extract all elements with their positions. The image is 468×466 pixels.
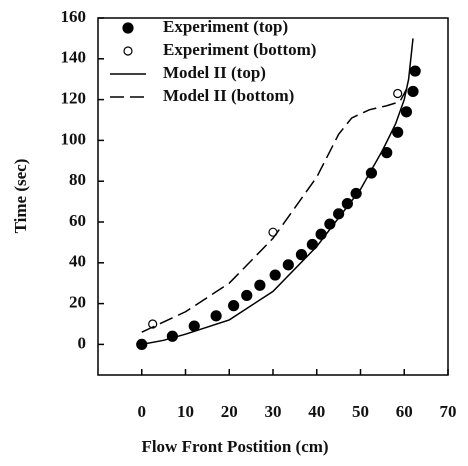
y-tick-label: 160 (61, 7, 87, 26)
model-line (141, 38, 414, 346)
y-tick-label: 120 (61, 89, 87, 108)
legend-marker (123, 46, 133, 56)
data-point (315, 228, 327, 240)
data-point (210, 310, 222, 322)
y-tick-label: 40 (69, 252, 86, 271)
x-tick-label: 60 (396, 402, 413, 421)
data-point (400, 106, 413, 118)
x-axis-label: Flow Front Postition (cm) (141, 437, 328, 456)
legend-label: Model II (bottom) (163, 86, 294, 105)
x-tick-label: 40 (308, 402, 325, 421)
model-line (141, 89, 408, 333)
data-point (282, 259, 294, 271)
data-point (341, 198, 353, 210)
legend-label: Model II (top) (163, 63, 266, 82)
data-point (392, 126, 404, 138)
data-point (228, 300, 240, 312)
data-point (393, 88, 403, 99)
legend-label: Experiment (top) (163, 17, 288, 36)
legend-marker (122, 22, 134, 34)
x-tick-label: 70 (440, 402, 457, 421)
x-tick-label: 0 (138, 402, 147, 421)
legend-label: Experiment (bottom) (163, 40, 316, 59)
data-point (254, 279, 266, 291)
x-tick-label: 50 (352, 402, 369, 421)
x-tick-label: 10 (177, 402, 194, 421)
y-tick-label: 60 (69, 211, 86, 230)
data-point (409, 65, 421, 77)
data-point (269, 269, 281, 281)
data-point (241, 289, 253, 302)
y-tick-label: 20 (69, 293, 86, 312)
y-tick-label: 140 (61, 48, 87, 67)
y-tick-label: 80 (69, 170, 86, 189)
data-point (148, 319, 158, 329)
data-point (407, 85, 419, 98)
x-tick-label: 20 (221, 402, 238, 421)
y-axis-label: Time (sec) (11, 159, 30, 234)
data-point (295, 249, 308, 261)
y-tick-label: 100 (61, 129, 87, 148)
y-tick-label: 0 (78, 333, 87, 352)
x-tick-label: 30 (265, 402, 282, 421)
